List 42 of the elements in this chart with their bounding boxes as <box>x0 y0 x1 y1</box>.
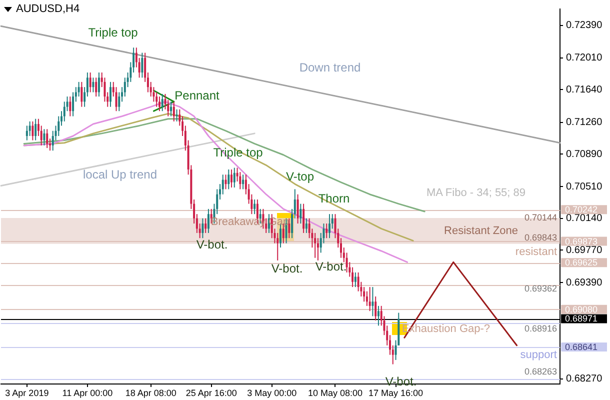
annotation: resistant <box>515 246 557 258</box>
annotation: local Up trend <box>82 167 158 182</box>
y-tick-label: 0.71260 <box>566 117 603 128</box>
y-tick-label: 0.69770 <box>566 244 603 256</box>
ref-line-label: 0.68641 <box>565 342 598 352</box>
annotation: V-bot. <box>196 237 228 252</box>
annotation: V-bot. <box>315 259 347 274</box>
annotation: support <box>520 349 557 362</box>
ref-line-label: 0.69873 <box>565 236 598 246</box>
annotation: Down trend <box>299 60 361 74</box>
annotation: Triple top <box>88 25 138 40</box>
annotation: 0.70144 <box>524 212 557 222</box>
y-tick-label: 0.72390 <box>566 20 603 32</box>
x-tick-label: 3 Apr 2019 <box>5 388 49 398</box>
x-tick-label: 3 May 00:00 <box>247 388 297 398</box>
annotation: 0.68263 <box>524 366 557 376</box>
annotation: 0.69362 <box>524 283 557 294</box>
y-tick-label: 0.69390 <box>566 277 603 288</box>
chart-title: AUDUSD,H4 <box>16 3 80 15</box>
annotation: V-top <box>286 169 314 184</box>
x-tick-label: 17 May 16:00 <box>368 388 424 398</box>
x-tick-label: 11 Apr 00:00 <box>62 388 113 398</box>
x-tick-label: 25 Apr 16:00 <box>186 388 237 398</box>
ref-line-label: 0.68971 <box>565 314 598 324</box>
y-tick-label: 0.71640 <box>566 84 603 96</box>
ref-line-label: 0.69625 <box>565 258 598 268</box>
annotation: 0.68916 <box>524 323 557 334</box>
annotation: Pennant <box>174 88 220 102</box>
ref-line-label: 0.70242 <box>565 204 598 215</box>
y-tick-label: 0.68270 <box>566 374 603 385</box>
annotation: Triple top <box>213 145 264 160</box>
y-tick-label: 0.70510 <box>566 181 603 192</box>
annotation: 0.69843 <box>524 232 557 242</box>
annotation: MA Fibo - 34; 55; 89 <box>426 187 526 200</box>
annotation: V-bot. <box>271 261 303 276</box>
y-tick-label: 0.72010 <box>566 52 603 64</box>
band-label: Resistant Zone <box>444 224 518 237</box>
y-tick-label: 0.70890 <box>566 148 603 160</box>
y-tick-label: 0.70140 <box>566 213 603 224</box>
x-tick-label: 10 May 08:00 <box>308 388 363 398</box>
ref-line-label: 0.69080 <box>565 304 598 314</box>
x-tick-label: 18 Apr 08:00 <box>125 388 176 398</box>
